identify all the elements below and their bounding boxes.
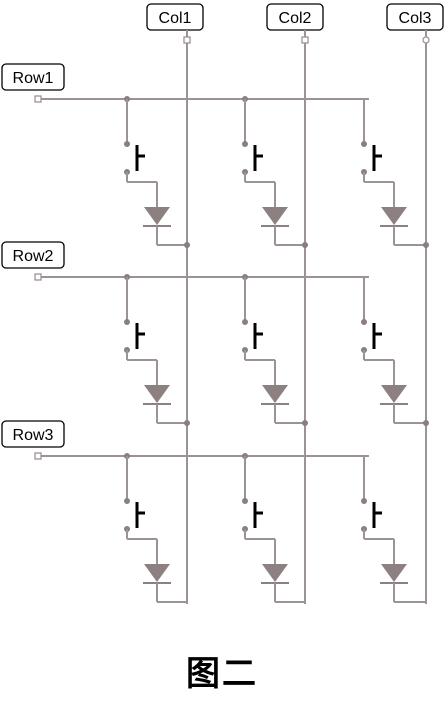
- column-junction-1-2: [302, 242, 308, 248]
- diode-1-3: [381, 207, 407, 225]
- diode-2-1: [144, 385, 170, 403]
- row-label-3-box: [1, 420, 65, 448]
- row-label-3: Row3: [13, 427, 54, 444]
- column-junction-2-3: [423, 420, 429, 426]
- column-label-2: Col2: [279, 10, 312, 27]
- switch-contact-top-2-3: [361, 319, 367, 325]
- row-terminal-2: [34, 273, 42, 281]
- row-label-2: Row2: [13, 248, 54, 265]
- diode-2-2: [262, 385, 288, 403]
- switch-contact-top-1-2: [242, 141, 248, 147]
- diode-1-1: [144, 207, 170, 225]
- column-terminal-3: [422, 36, 430, 44]
- column-label-1-box: [146, 3, 204, 31]
- keyboard-matrix-diagram: Col1 Col2 Col3 Row1 Row2 Row3: [1, 3, 444, 604]
- column-label-1: Col1: [159, 10, 192, 27]
- figure-caption: 图二: [186, 654, 258, 694]
- diode-1-2: [262, 207, 288, 225]
- switch-contact-top-2-2: [242, 319, 248, 325]
- column-junction-2-1: [184, 420, 190, 426]
- column-terminal-2: [301, 36, 309, 44]
- row-label-1: Row1: [13, 70, 54, 87]
- switch-contact-top-3-3: [361, 498, 367, 504]
- column-junction-1-3: [423, 242, 429, 248]
- diode-2-3: [381, 385, 407, 403]
- row-label-2-box: [1, 241, 65, 269]
- column-terminal-1: [183, 36, 191, 44]
- column-junction-2-2: [302, 420, 308, 426]
- row-label-1-box: [1, 63, 65, 91]
- row-terminal-3: [34, 452, 42, 460]
- switch-contact-top-1-1: [124, 141, 130, 147]
- diode-3-1: [144, 564, 170, 582]
- diode-3-2: [262, 564, 288, 582]
- switch-contact-top-3-2: [242, 498, 248, 504]
- diode-3-3: [381, 564, 407, 582]
- column-label-2-box: [266, 3, 324, 31]
- switch-contact-top-2-1: [124, 319, 130, 325]
- column-junction-1-1: [184, 242, 190, 248]
- column-label-3: Col3: [399, 10, 432, 27]
- switch-contact-top-3-1: [124, 498, 130, 504]
- column-label-3-box: [386, 3, 444, 31]
- row-terminal-1: [34, 95, 42, 103]
- switch-contact-top-1-3: [361, 141, 367, 147]
